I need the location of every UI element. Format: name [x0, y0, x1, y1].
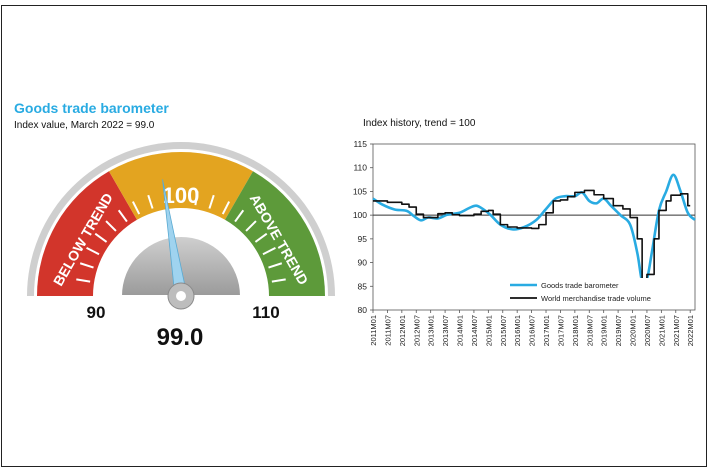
gauge-tick: [131, 201, 141, 215]
x-tick-label: 2021M07: [672, 315, 681, 346]
x-tick-label: 2019M01: [600, 315, 609, 346]
x-tick-label: 2021M01: [657, 315, 666, 346]
needle-pivot-inner: [176, 291, 186, 301]
x-tick-label: 2018M01: [571, 315, 580, 346]
x-tick-label: 2016M01: [513, 315, 522, 346]
gauge-subtitle: Index value, March 2022 = 99.0: [14, 120, 155, 131]
x-tick-label: 2015M07: [499, 315, 508, 346]
y-tick-label: 90: [358, 258, 368, 268]
gauge-tick: [234, 209, 245, 223]
gauge-title: Goods trade barometer: [14, 100, 169, 116]
x-tick-label: 2011M07: [383, 315, 392, 346]
x-tick-label: 2017M07: [556, 315, 565, 346]
x-tick-label: 2013M01: [427, 315, 436, 346]
legend-box: [505, 278, 693, 308]
x-tick-label: 2022M01: [686, 315, 695, 346]
legend-label: Goods trade barometer: [541, 281, 619, 290]
gauge-tick: [76, 278, 91, 283]
gauge-tick: [221, 201, 231, 215]
zone-below-trend: [37, 171, 137, 296]
series-world-merchandise-trade-volume: [373, 189, 691, 280]
y-tick-label: 95: [358, 234, 368, 244]
x-tick-label: 2020M07: [643, 315, 652, 346]
gauge-tick: [94, 232, 108, 243]
gauge-tick: [262, 246, 276, 256]
gauge-max-label: 110: [252, 303, 279, 322]
x-tick-label: 2013M07: [441, 315, 450, 346]
gauge-tick: [79, 262, 94, 269]
y-tick-label: 85: [358, 281, 368, 291]
y-tick-label: 80: [358, 305, 368, 315]
x-tick-label: 2012M01: [398, 315, 407, 346]
x-tick-label: 2019M07: [614, 315, 623, 346]
x-tick-label: 2017M01: [542, 315, 551, 346]
x-tick-label: 2014M07: [470, 315, 479, 346]
y-tick-label: 115: [353, 139, 367, 149]
gauge-tick: [105, 220, 117, 232]
x-tick-label: 2011M01: [369, 315, 378, 346]
zone-above-trend: [225, 171, 325, 296]
gauge-tick: [271, 278, 286, 283]
chart-title: Index history, trend = 100: [363, 118, 476, 129]
legend-label: World merchandise trade volume: [541, 294, 651, 303]
gauge-tick: [208, 194, 215, 209]
gauge-tick: [86, 246, 100, 256]
x-tick-label: 2015M01: [484, 315, 493, 346]
x-tick-label: 2018M07: [585, 315, 594, 346]
x-tick-label: 2020M01: [629, 315, 638, 346]
gauge-tick: [245, 220, 257, 232]
gauge-tick: [117, 209, 128, 223]
x-tick-label: 2016M07: [528, 315, 537, 346]
x-tick-label: 2012M07: [412, 315, 421, 346]
gauge-min-label: 90: [87, 303, 106, 322]
figure-frame: [1, 5, 707, 467]
y-tick-label: 105: [353, 186, 367, 196]
gauge-center-label: 100: [163, 183, 200, 208]
y-tick-label: 110: [353, 163, 367, 173]
gauge-tick: [194, 191, 199, 206]
gauge-tick: [254, 232, 268, 243]
zone-near-trend: [109, 152, 253, 220]
series-goods-trade-barometer: [372, 173, 696, 286]
x-tick-label: 2014M01: [456, 315, 465, 346]
gauge-tick: [147, 194, 154, 209]
gauge-value-label: 99.0: [157, 324, 204, 351]
gauge-tick: [268, 262, 283, 269]
plot-area: [372, 143, 696, 311]
y-tick-label: 100: [353, 210, 367, 220]
